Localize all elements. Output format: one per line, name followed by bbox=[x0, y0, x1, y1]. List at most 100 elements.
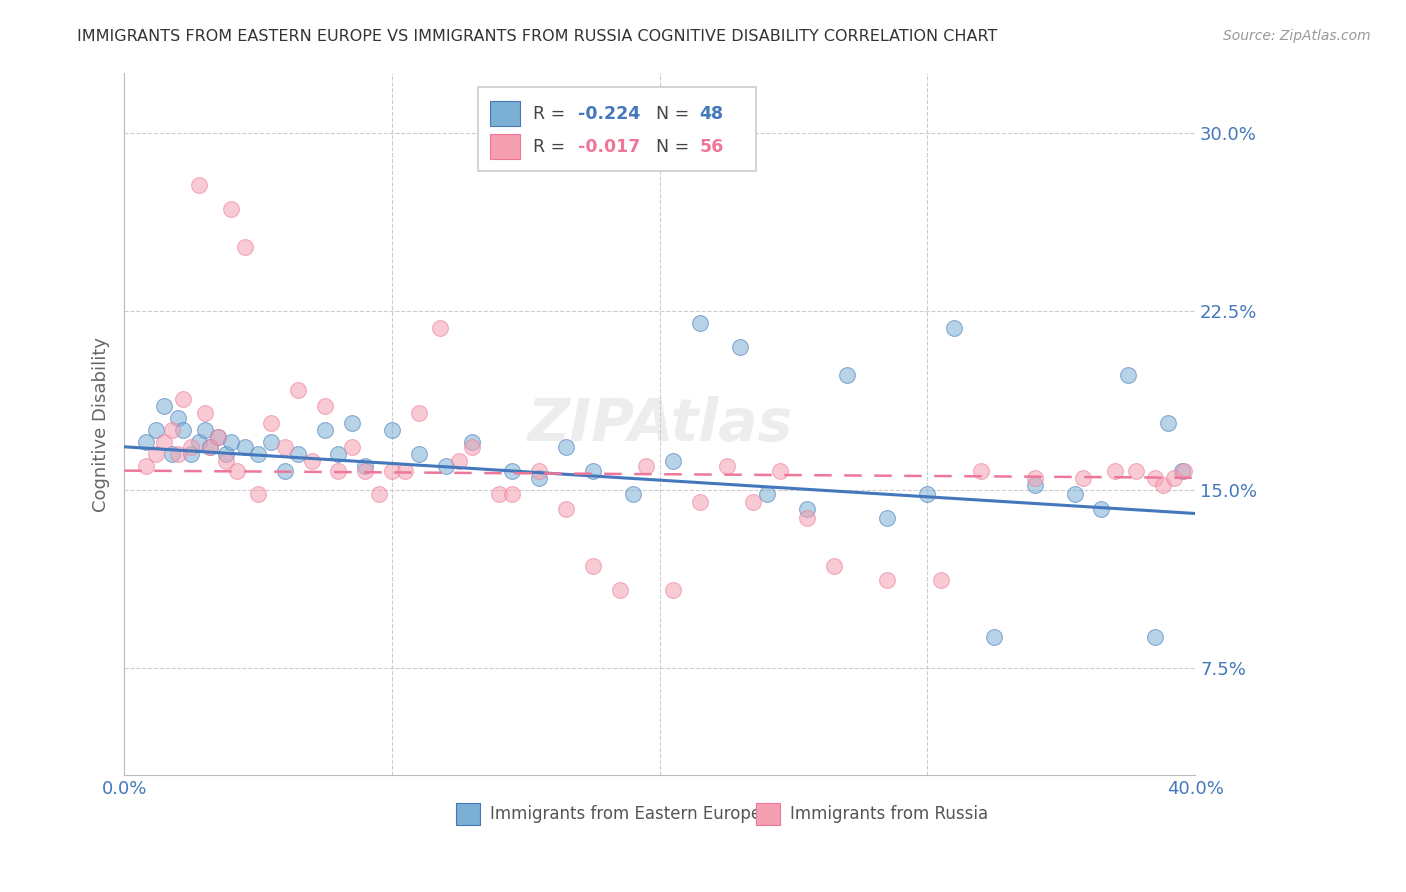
Point bbox=[328, 447, 350, 461]
Point bbox=[461, 440, 484, 454]
Point bbox=[917, 487, 939, 501]
Point bbox=[501, 487, 523, 501]
Point bbox=[1063, 487, 1085, 501]
Point bbox=[274, 464, 297, 478]
Text: 48: 48 bbox=[699, 104, 724, 123]
Point bbox=[488, 487, 510, 501]
Text: R =: R = bbox=[533, 137, 571, 156]
Point bbox=[876, 573, 898, 587]
Text: IMMIGRANTS FROM EASTERN EUROPE VS IMMIGRANTS FROM RUSSIA COGNITIVE DISABILITY CO: IMMIGRANTS FROM EASTERN EUROPE VS IMMIGR… bbox=[77, 29, 998, 44]
Point bbox=[135, 458, 157, 473]
Point bbox=[970, 464, 993, 478]
Point bbox=[796, 511, 818, 525]
Point bbox=[621, 487, 644, 501]
Point bbox=[1024, 478, 1046, 492]
Point bbox=[1171, 464, 1194, 478]
Point bbox=[447, 454, 470, 468]
Point bbox=[728, 340, 751, 354]
Point bbox=[1144, 630, 1167, 644]
Point bbox=[162, 447, 184, 461]
Point bbox=[582, 558, 605, 573]
Point bbox=[716, 458, 738, 473]
Point bbox=[314, 400, 336, 414]
Point bbox=[180, 440, 202, 454]
Point bbox=[876, 511, 898, 525]
Point bbox=[755, 487, 778, 501]
Point bbox=[135, 435, 157, 450]
FancyBboxPatch shape bbox=[756, 804, 780, 824]
Point bbox=[529, 464, 551, 478]
Point bbox=[1116, 368, 1139, 383]
Point bbox=[162, 423, 184, 437]
Point bbox=[188, 178, 211, 192]
Point bbox=[381, 464, 404, 478]
Point bbox=[662, 454, 685, 468]
Point bbox=[328, 464, 350, 478]
Text: 56: 56 bbox=[699, 137, 724, 156]
Point bbox=[1104, 464, 1126, 478]
Point bbox=[207, 430, 229, 444]
Point bbox=[367, 487, 389, 501]
FancyBboxPatch shape bbox=[478, 87, 756, 171]
Point bbox=[166, 447, 188, 461]
Point bbox=[429, 320, 451, 334]
Point bbox=[172, 423, 194, 437]
Point bbox=[225, 464, 247, 478]
Point bbox=[153, 435, 176, 450]
Point bbox=[689, 494, 711, 508]
Text: Source: ZipAtlas.com: Source: ZipAtlas.com bbox=[1223, 29, 1371, 43]
Point bbox=[198, 440, 221, 454]
Point bbox=[354, 464, 377, 478]
Y-axis label: Cognitive Disability: Cognitive Disability bbox=[93, 336, 110, 512]
Point bbox=[555, 440, 578, 454]
FancyBboxPatch shape bbox=[491, 134, 520, 160]
Point bbox=[233, 240, 256, 254]
Text: -0.224: -0.224 bbox=[578, 104, 641, 123]
Point bbox=[1163, 471, 1185, 485]
Point bbox=[340, 416, 363, 430]
Point bbox=[769, 464, 792, 478]
Point bbox=[823, 558, 845, 573]
Point bbox=[742, 494, 765, 508]
Point bbox=[340, 440, 363, 454]
Point bbox=[301, 454, 323, 468]
Text: N =: N = bbox=[657, 104, 695, 123]
Point bbox=[287, 383, 309, 397]
Point bbox=[837, 368, 859, 383]
Point bbox=[247, 447, 270, 461]
Point bbox=[221, 202, 243, 216]
Point bbox=[247, 487, 270, 501]
Point bbox=[434, 458, 457, 473]
Point bbox=[1173, 464, 1195, 478]
Point bbox=[166, 411, 188, 425]
Point bbox=[929, 573, 952, 587]
Text: -0.017: -0.017 bbox=[578, 137, 641, 156]
Point bbox=[354, 458, 377, 473]
Point bbox=[233, 440, 256, 454]
Point bbox=[1125, 464, 1147, 478]
Point bbox=[943, 320, 966, 334]
FancyBboxPatch shape bbox=[491, 101, 520, 127]
Point bbox=[1071, 471, 1094, 485]
Point bbox=[796, 501, 818, 516]
Point bbox=[461, 435, 484, 450]
Point bbox=[1090, 501, 1112, 516]
Point bbox=[215, 454, 238, 468]
Point bbox=[501, 464, 523, 478]
Point bbox=[394, 464, 416, 478]
Point bbox=[145, 423, 167, 437]
Point bbox=[636, 458, 658, 473]
Point bbox=[582, 464, 605, 478]
Point bbox=[153, 400, 176, 414]
Point bbox=[1152, 478, 1174, 492]
Point bbox=[609, 582, 631, 597]
Point bbox=[689, 316, 711, 330]
Point bbox=[381, 423, 404, 437]
Text: N =: N = bbox=[657, 137, 695, 156]
Text: R =: R = bbox=[533, 104, 571, 123]
Point bbox=[198, 440, 221, 454]
Text: ZIPAtlas: ZIPAtlas bbox=[527, 396, 793, 453]
Point bbox=[408, 447, 430, 461]
Point bbox=[662, 582, 685, 597]
Point bbox=[172, 392, 194, 407]
